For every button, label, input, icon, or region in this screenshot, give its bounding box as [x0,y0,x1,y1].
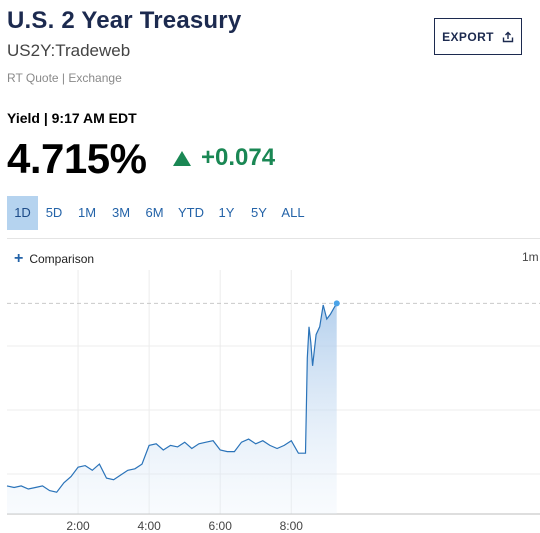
comparison-button[interactable]: + Comparison [14,250,95,267]
range-tab-1y[interactable]: 1Y [218,205,235,220]
last-point-marker [333,300,340,307]
range-tab-1d[interactable]: 1D [7,196,38,230]
series-area [7,303,337,514]
export-label: EXPORT [442,29,494,44]
up-arrow-icon [173,150,191,166]
range-tab-5d[interactable]: 5D [45,205,63,220]
range-tab-5y[interactable]: 5Y [251,205,267,220]
range-tab-1m[interactable]: 1M [77,205,97,220]
price-change: +0.074 [173,144,275,172]
x-tick-label: 2:00 [66,519,90,533]
range-tab-3m[interactable]: 3M [111,205,131,220]
time-range-tabs: 1D 5D 1M 3M 6M YTD 1Y 5Y ALL [7,196,310,230]
x-tick-label: 6:00 [209,519,233,533]
last-price: 4.715% [7,135,147,182]
change-value: +0.074 [201,144,276,171]
page-title: U.S. 2 Year Treasury [7,7,242,34]
share-icon [502,31,514,42]
quote-source: RT Quote | Exchange [7,71,122,85]
range-tab-ytd[interactable]: YTD [178,205,204,220]
yield-timestamp: Yield | 9:17 AM EDT [7,110,137,126]
comparison-label: Comparison [29,252,95,266]
series-line [6,303,338,493]
range-tab-6m[interactable]: 6M [145,205,164,220]
x-tick-label: 8:00 [280,519,304,533]
export-button[interactable]: EXPORT [434,18,522,55]
interval-selector[interactable]: 1m [522,250,539,264]
range-tab-all[interactable]: ALL [281,205,305,220]
plus-icon: + [14,250,24,267]
x-tick-label: 4:00 [137,519,161,533]
divider [7,238,540,239]
ticker-symbol: US2Y:Tradeweb [7,41,131,60]
yield-chart[interactable]: 2:00 4:00 6:00 8:00 [0,270,540,533]
